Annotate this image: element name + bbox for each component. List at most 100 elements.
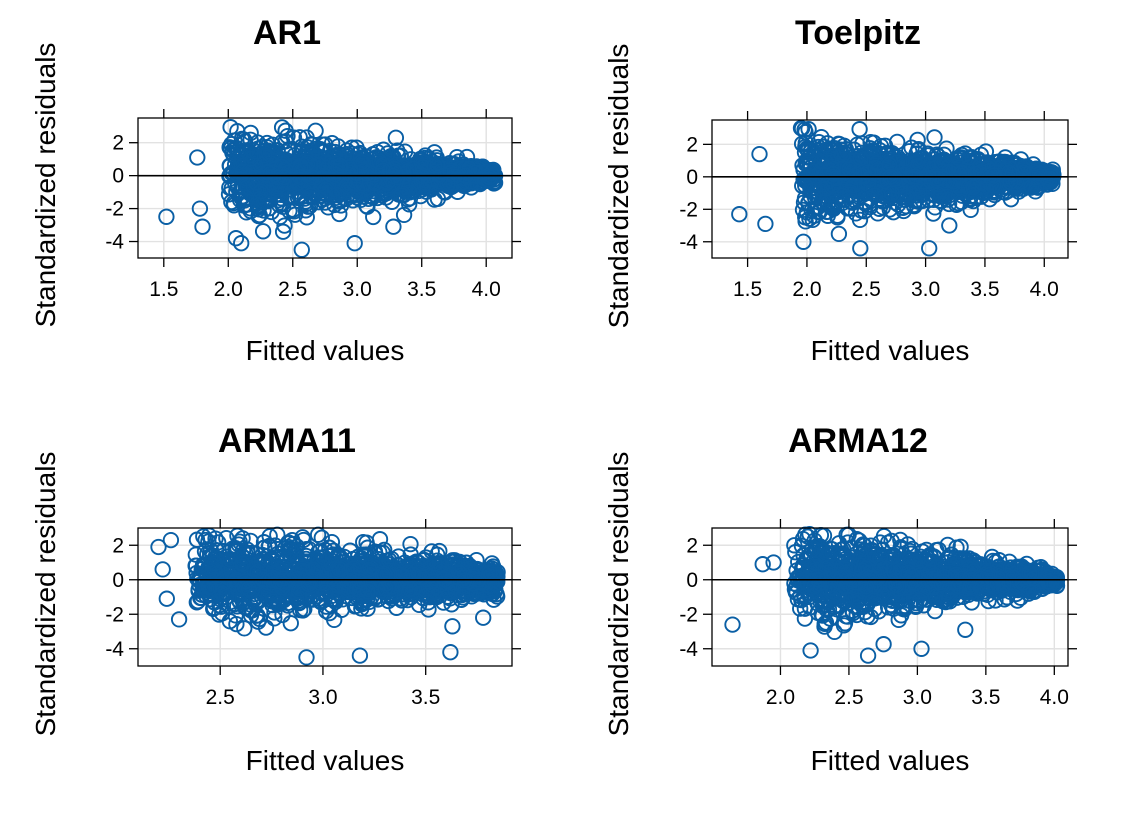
outlier-point (191, 200, 209, 217)
data-point (255, 202, 272, 219)
data-point (274, 223, 292, 240)
outlier-point (941, 217, 958, 234)
data-point (851, 121, 868, 138)
x-tick-label: 2.0 (214, 278, 243, 301)
data-point (254, 223, 272, 240)
outlier-point (158, 590, 175, 607)
x-tick-label: 3.5 (970, 278, 999, 301)
data-point (282, 615, 299, 632)
outlier-point (385, 218, 402, 235)
data-point (303, 168, 320, 186)
outlier-point (293, 241, 310, 258)
data-point (349, 146, 367, 163)
data-point (395, 206, 413, 224)
x-tick-label: 2.5 (852, 278, 881, 301)
data-point (221, 157, 238, 174)
x-tick-label: 3.5 (407, 278, 436, 301)
data-points (158, 119, 504, 258)
outlier-point (298, 649, 315, 666)
data-point (259, 164, 276, 181)
data-point (268, 180, 285, 197)
y-tick-label: -4 (105, 638, 124, 661)
data-point (481, 168, 498, 186)
outlier-point (757, 215, 774, 233)
y-tick-label: -2 (105, 603, 124, 626)
data-point (371, 153, 388, 170)
panel-toelpitz: Toelpitz 1.5 2.0 2.5 3.0 3.5 4.0-4-202Fitted … (603, 14, 1077, 366)
x-tick-label: 2.5 (206, 686, 235, 709)
data-point (412, 187, 429, 205)
data-point (327, 143, 344, 161)
data-point (276, 217, 293, 234)
x-tick-label: 3.0 (911, 278, 940, 301)
data-point (359, 198, 376, 215)
y-axis-label: Standardized residuals (603, 44, 634, 329)
y-axis-label: Standardized residuals (30, 452, 61, 737)
x-tick-label: 2.0 (792, 278, 821, 301)
data-point (314, 136, 331, 153)
data-point (348, 139, 365, 156)
data-point (374, 162, 392, 179)
data-point (275, 169, 293, 186)
data-point (252, 183, 270, 200)
data-point (926, 129, 943, 146)
outlier-point (229, 123, 246, 140)
panel-title: Toelpitz (795, 14, 921, 52)
data-point (422, 175, 440, 193)
outlier-point (387, 129, 405, 146)
x-tick-label: 4.0 (472, 278, 501, 301)
data-point (393, 187, 410, 204)
data-points (731, 119, 1062, 257)
panel-title: ARMA12 (788, 422, 928, 460)
data-point (303, 145, 321, 162)
data-point (439, 176, 456, 193)
y-tick-label: -4 (679, 231, 698, 254)
data-point (355, 175, 372, 192)
data-point (234, 163, 251, 181)
panel-title: AR1 (253, 14, 321, 52)
outlier-point (852, 240, 869, 257)
data-point (238, 189, 255, 207)
data-point (273, 158, 291, 175)
data-point (327, 163, 345, 180)
x-tick-label: 4.0 (1030, 278, 1059, 301)
data-points (724, 525, 1066, 664)
outlier-point (233, 235, 250, 252)
data-point (239, 142, 256, 159)
data-point (269, 169, 286, 186)
data-point (466, 164, 484, 181)
data-point (830, 225, 848, 243)
outlier-point (921, 240, 938, 257)
x-axis-label: Fitted values (811, 335, 970, 366)
data-point (299, 154, 316, 171)
y-tick-label: 2 (686, 133, 698, 156)
x-tick-label: 2.5 (278, 278, 307, 301)
x-tick-label: 3.0 (343, 278, 372, 301)
outlier-point (158, 208, 175, 225)
outlier-point (751, 145, 768, 163)
outlier-point (346, 235, 363, 252)
x-axis-label: Fitted values (246, 745, 405, 776)
data-point (416, 176, 433, 193)
y-tick-label: 0 (112, 569, 124, 592)
y-tick-label: -2 (679, 198, 698, 221)
data-point (301, 197, 319, 215)
data-point (307, 122, 324, 139)
data-point (331, 205, 348, 223)
outlier-point (154, 561, 171, 578)
x-tick-label: 1.5 (733, 278, 762, 301)
outlier-point (189, 149, 206, 166)
x-axis-label: Fitted values (246, 335, 405, 366)
x-tick-label: 1.5 (149, 278, 178, 301)
data-point (271, 196, 288, 214)
data-point (277, 133, 294, 150)
data-point (258, 134, 276, 152)
data-point (328, 186, 345, 204)
x-tick-label: 3.5 (411, 686, 440, 709)
y-tick-label: 0 (112, 165, 124, 188)
data-point (225, 197, 243, 214)
panel-title: ARMA11 (218, 422, 356, 460)
